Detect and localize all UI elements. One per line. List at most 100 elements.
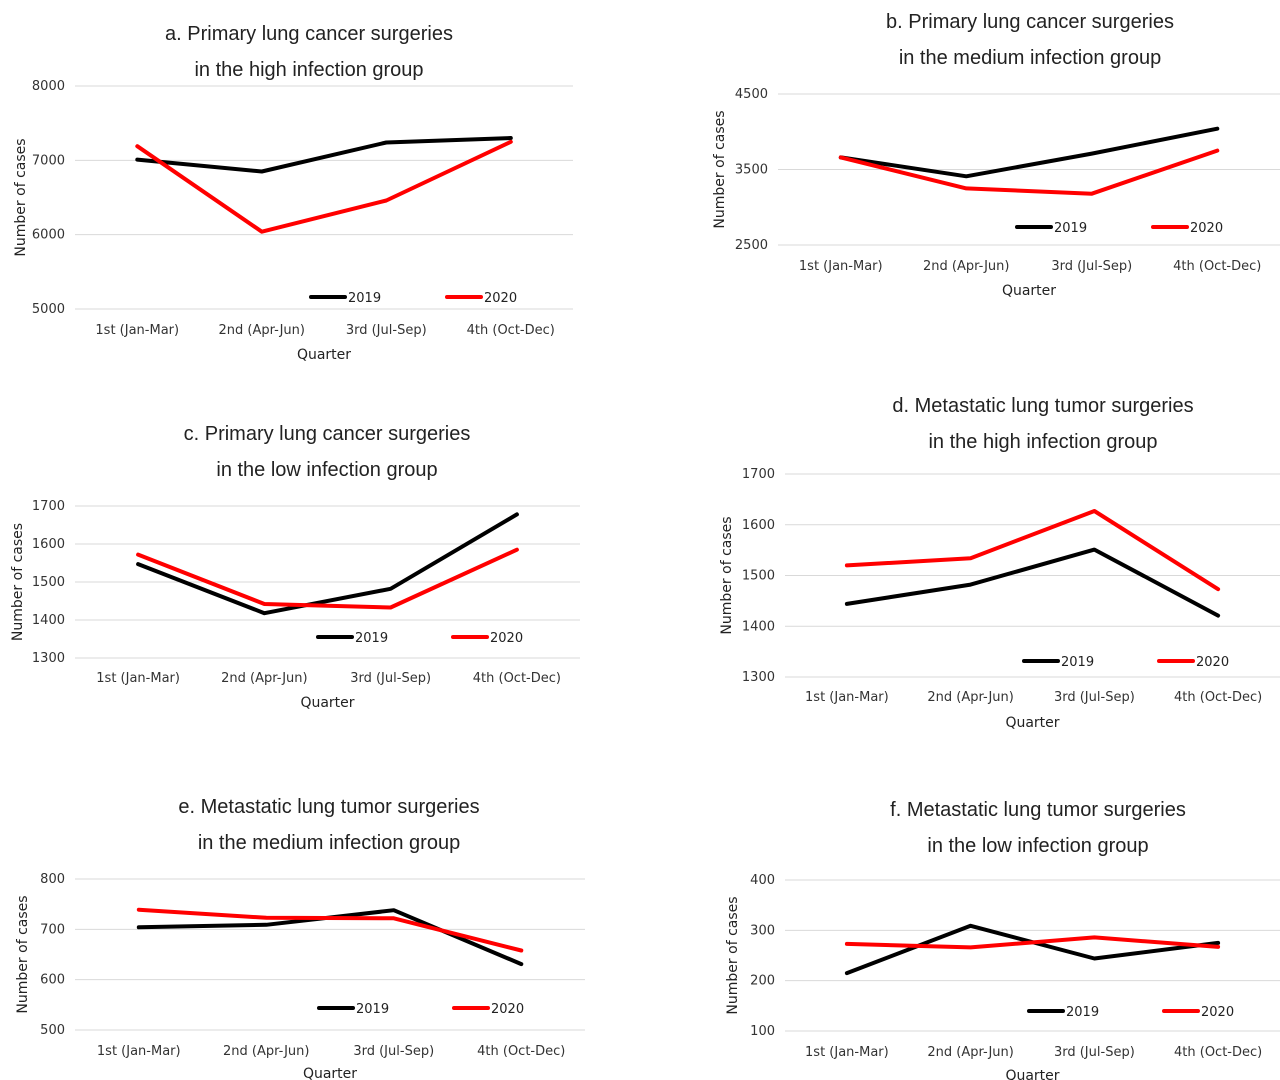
series-line-2019 [136, 512, 519, 616]
x-axis-label: Quarter [1005, 1068, 1059, 1080]
chart-title-line2: in the low infection group [927, 835, 1148, 857]
y-tick-label: 1300 [32, 651, 65, 666]
y-tick-label: 5000 [32, 302, 65, 317]
chart-title-line2: in the high infection group [194, 59, 423, 81]
x-tick-label: 3rd (Jul-Sep) [353, 1044, 434, 1059]
panel-f: f. Metastatic lung tumor surgeries in the… [725, 799, 1280, 1080]
legend-label-2020: 2020 [1201, 1005, 1234, 1020]
legend-label-2020: 2020 [490, 631, 523, 646]
chart-title-line1: c. Primary lung cancer surgeries [184, 423, 471, 445]
y-tick-label: 3500 [735, 163, 768, 178]
x-tick-label: 2nd (Apr-Jun) [221, 671, 307, 686]
y-axis-label: Number of cases [712, 110, 728, 228]
legend-label-2020: 2020 [491, 1002, 524, 1017]
panel-c: c. Primary lung cancer surgeries in the l… [10, 423, 580, 711]
y-tick-label: 700 [40, 922, 65, 937]
series-line-2020 [136, 547, 519, 610]
x-tick-label: 4th (Oct-Dec) [1173, 259, 1261, 274]
series-line-2019 [844, 923, 1221, 976]
chart-title-line2: in the medium infection group [899, 47, 1161, 69]
chart-title-line1: d. Metastatic lung tumor surgeries [892, 395, 1193, 417]
x-axis-label: Quarter [303, 1066, 357, 1080]
y-tick-label: 6000 [32, 228, 65, 243]
x-tick-label: 4th (Oct-Dec) [473, 671, 561, 686]
chart-title-line2: in the medium infection group [198, 832, 460, 854]
y-tick-label: 1500 [742, 569, 775, 584]
y-tick-label: 1700 [742, 467, 775, 482]
x-tick-label: 1st (Jan-Mar) [799, 259, 883, 274]
x-axis-label: Quarter [1002, 283, 1056, 299]
x-tick-label: 1st (Jan-Mar) [95, 323, 179, 338]
series-line-2019 [844, 547, 1221, 618]
x-tick-label: 4th (Oct-Dec) [477, 1044, 565, 1059]
x-tick-label: 1st (Jan-Mar) [97, 1044, 181, 1059]
x-tick-label: 4th (Oct-Dec) [1174, 690, 1262, 705]
panel-e: e. Metastatic lung tumor surgeries in the… [15, 796, 585, 1080]
x-tick-label: 3rd (Jul-Sep) [350, 671, 431, 686]
chart-title-line1: f. Metastatic lung tumor surgeries [890, 799, 1186, 821]
series-line-2020 [135, 139, 513, 234]
y-tick-label: 4500 [735, 87, 768, 102]
y-axis-label: Number of cases [15, 895, 31, 1013]
x-tick-label: 3rd (Jul-Sep) [1051, 259, 1132, 274]
y-axis-label: Number of cases [13, 138, 29, 256]
x-tick-label: 2nd (Apr-Jun) [927, 1045, 1013, 1060]
y-tick-label: 200 [750, 974, 775, 989]
y-axis-label: Number of cases [10, 523, 26, 641]
y-tick-label: 1500 [32, 575, 65, 590]
series-line-2020 [136, 907, 524, 953]
y-tick-label: 1300 [742, 670, 775, 685]
panel-b: b. Primary lung cancer surgeries in the m… [712, 11, 1280, 299]
y-tick-label: 1600 [742, 518, 775, 533]
x-tick-label: 1st (Jan-Mar) [805, 1045, 889, 1060]
x-axis-label: Quarter [1005, 715, 1059, 731]
x-tick-label: 2nd (Apr-Jun) [223, 1044, 309, 1059]
chart-title-line1: b. Primary lung cancer surgeries [886, 11, 1174, 33]
y-tick-label: 100 [750, 1024, 775, 1039]
legend-label-2019: 2019 [1066, 1005, 1099, 1020]
x-tick-label: 4th (Oct-Dec) [467, 323, 555, 338]
x-tick-label: 3rd (Jul-Sep) [1054, 690, 1135, 705]
x-axis-label: Quarter [300, 695, 354, 711]
y-tick-label: 600 [40, 973, 65, 988]
legend-label-2019: 2019 [1054, 221, 1087, 236]
x-axis-label: Quarter [297, 347, 351, 363]
series-line-2020 [844, 935, 1221, 950]
y-tick-label: 800 [40, 872, 65, 887]
x-tick-label: 3rd (Jul-Sep) [1054, 1045, 1135, 1060]
y-tick-label: 1700 [32, 499, 65, 514]
y-tick-label: 1400 [32, 613, 65, 628]
series-line-2019 [135, 136, 513, 174]
panel-a: a. Primary lung cancer surgeries in the h… [13, 23, 573, 363]
chart-title-line2: in the low infection group [216, 459, 437, 481]
x-tick-label: 2nd (Apr-Jun) [923, 259, 1009, 274]
y-axis-label: Number of cases [725, 896, 741, 1014]
y-tick-label: 1400 [742, 619, 775, 634]
series-line-2020 [844, 509, 1221, 592]
x-tick-label: 1st (Jan-Mar) [805, 690, 889, 705]
y-tick-label: 300 [750, 923, 775, 938]
series-line-2020 [838, 148, 1220, 196]
legend-label-2019: 2019 [348, 291, 381, 306]
legend-label-2020: 2020 [1196, 655, 1229, 670]
x-tick-label: 4th (Oct-Dec) [1174, 1045, 1262, 1060]
x-tick-label: 1st (Jan-Mar) [96, 671, 180, 686]
legend-label-2020: 2020 [1190, 221, 1223, 236]
y-axis-label: Number of cases [719, 516, 735, 634]
x-tick-label: 3rd (Jul-Sep) [346, 323, 427, 338]
panel-d: d. Metastatic lung tumor surgeries in the… [719, 395, 1280, 731]
legend-label-2020: 2020 [484, 291, 517, 306]
x-tick-label: 2nd (Apr-Jun) [219, 323, 305, 338]
series-line-2019 [838, 126, 1220, 179]
y-tick-label: 7000 [32, 153, 65, 168]
chart-title-line1: e. Metastatic lung tumor surgeries [178, 796, 479, 818]
chart-title-line2: in the high infection group [928, 431, 1157, 453]
legend-label-2019: 2019 [355, 631, 388, 646]
y-tick-label: 500 [40, 1023, 65, 1038]
y-tick-label: 400 [750, 873, 775, 888]
x-tick-label: 2nd (Apr-Jun) [927, 690, 1013, 705]
y-tick-label: 2500 [735, 238, 768, 253]
y-tick-label: 8000 [32, 79, 65, 94]
chart-title-line1: a. Primary lung cancer surgeries [165, 23, 453, 45]
